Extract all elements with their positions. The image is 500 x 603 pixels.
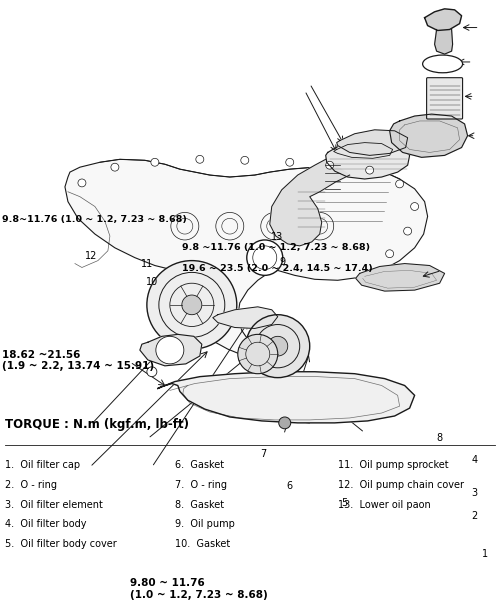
Polygon shape [336,130,407,156]
Text: 9.8 ~11.76 (1.0 ~ 1.2, 7.23 ~ 8.68): 9.8 ~11.76 (1.0 ~ 1.2, 7.23 ~ 8.68) [182,243,370,252]
Text: 9.80 ~ 11.76
(1.0 ~ 1.2, 7.23 ~ 8.68): 9.80 ~ 11.76 (1.0 ~ 1.2, 7.23 ~ 8.68) [130,578,268,600]
Polygon shape [434,30,452,54]
Circle shape [182,295,202,315]
Polygon shape [213,307,278,329]
Text: 1.  Oil filter cap: 1. Oil filter cap [5,460,80,470]
Circle shape [241,156,249,164]
Text: 8: 8 [436,432,442,443]
Text: 18.62 ~21.56
(1.9 ~ 2.2, 13.74 ~ 15.91): 18.62 ~21.56 (1.9 ~ 2.2, 13.74 ~ 15.91) [2,350,154,371]
Text: 2.  O - ring: 2. O - ring [5,480,57,490]
Text: 12: 12 [84,251,97,261]
Text: 9.8~11.76 (1.0 ~ 1.2, 7.23 ~ 8.68): 9.8~11.76 (1.0 ~ 1.2, 7.23 ~ 8.68) [2,215,188,224]
Polygon shape [334,142,392,159]
Text: 4: 4 [472,455,478,465]
Circle shape [410,203,418,210]
Polygon shape [356,264,444,291]
Text: 10.  Gasket: 10. Gasket [175,539,230,549]
Polygon shape [424,9,462,31]
Circle shape [78,179,86,187]
Circle shape [238,335,278,374]
Text: 11.  Oil pump sprocket: 11. Oil pump sprocket [338,460,448,470]
Circle shape [286,159,294,166]
FancyBboxPatch shape [426,78,462,119]
Text: 7: 7 [260,449,267,459]
Text: 13: 13 [271,232,283,242]
Circle shape [396,180,404,188]
Circle shape [147,367,157,377]
Polygon shape [158,371,414,423]
Text: 11: 11 [141,259,154,270]
Ellipse shape [422,55,463,73]
Circle shape [151,159,159,166]
Text: 6.  Gasket: 6. Gasket [175,460,224,470]
Text: 5: 5 [342,498,348,508]
Text: 5.  Oil filter body cover: 5. Oil filter body cover [5,539,116,549]
Text: 3: 3 [472,488,478,499]
Text: 13.  Lower oil paon: 13. Lower oil paon [338,499,430,510]
Text: 9.  Oil pump: 9. Oil pump [175,519,234,529]
Text: 10: 10 [146,277,158,286]
Text: 1: 1 [482,549,488,560]
Text: 3.  Oil filter element: 3. Oil filter element [5,499,103,510]
Circle shape [147,260,237,349]
Text: TORQUE : N.m (kgf.m, lb-ft): TORQUE : N.m (kgf.m, lb-ft) [5,418,189,431]
Text: 8.  Gasket: 8. Gasket [175,499,224,510]
Circle shape [156,336,184,364]
Text: 9: 9 [279,257,285,267]
Text: 12.  Oil pump chain cover: 12. Oil pump chain cover [338,480,464,490]
Circle shape [246,315,310,377]
Circle shape [278,417,290,429]
Circle shape [111,163,119,171]
Circle shape [404,227,411,235]
Text: 6: 6 [286,481,293,491]
Text: 19.6 ~ 23.5 (2.0 ~ 2.4, 14.5 ~ 17.4): 19.6 ~ 23.5 (2.0 ~ 2.4, 14.5 ~ 17.4) [182,264,373,273]
Circle shape [268,336,287,356]
Circle shape [366,166,374,174]
Text: 2: 2 [472,511,478,521]
Polygon shape [326,140,409,179]
Polygon shape [140,335,202,366]
Circle shape [247,240,282,276]
Circle shape [326,161,334,169]
Polygon shape [270,159,349,246]
Text: 4.  Oil filter body: 4. Oil filter body [5,519,86,529]
Text: 7.  O - ring: 7. O - ring [175,480,227,490]
Polygon shape [390,114,468,157]
Polygon shape [65,159,428,359]
Circle shape [196,156,204,163]
Circle shape [386,250,394,257]
